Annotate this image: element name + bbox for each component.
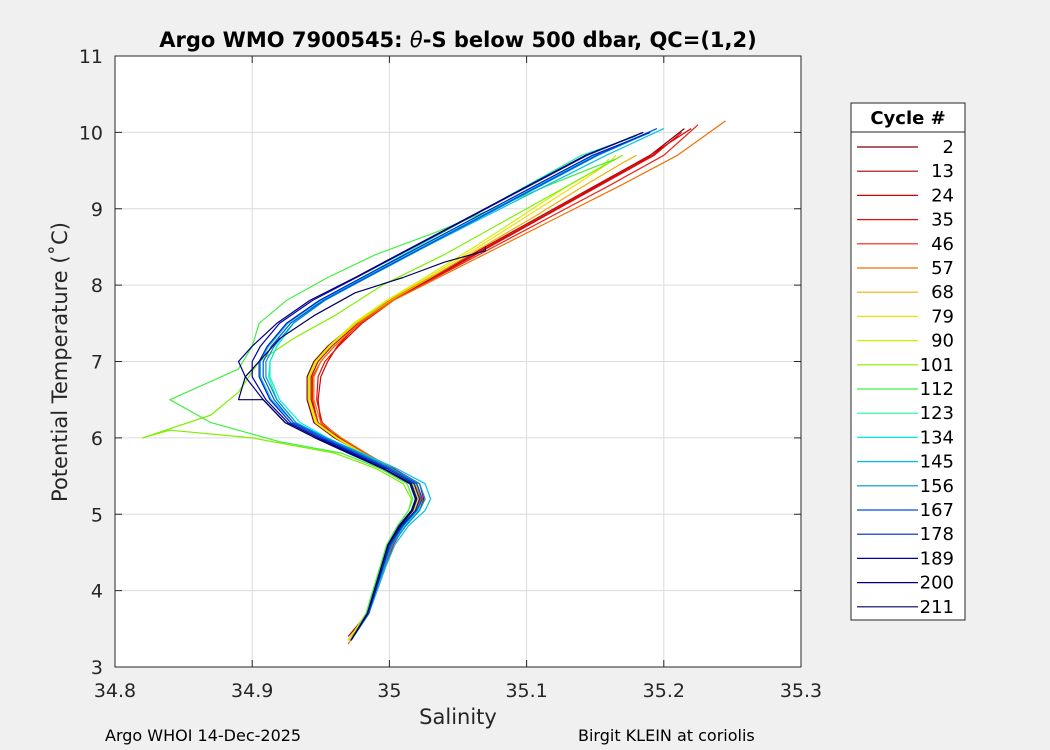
legend-label: 134 bbox=[920, 427, 954, 448]
y-tick-label: 5 bbox=[91, 504, 103, 526]
series-line-cycle-112 bbox=[169, 158, 617, 641]
y-tick-label: 11 bbox=[79, 46, 103, 68]
x-tick-label: 35 bbox=[377, 680, 401, 702]
legend-label: 2 bbox=[943, 137, 954, 158]
legend-label: 57 bbox=[931, 258, 954, 279]
y-tick-label: 7 bbox=[91, 352, 103, 374]
x-tick-label: 34.8 bbox=[94, 680, 136, 702]
legend-label: 24 bbox=[931, 185, 954, 206]
legend-label: 112 bbox=[920, 379, 954, 400]
footer-left: Argo WHOI 14-Dec-2025 bbox=[105, 726, 301, 745]
x-tick-label: 34.9 bbox=[231, 680, 273, 702]
y-tick-label: 6 bbox=[91, 428, 103, 450]
legend-label: 167 bbox=[920, 500, 954, 521]
legend-label: 101 bbox=[920, 355, 954, 376]
x-tick-label: 35.3 bbox=[780, 680, 822, 702]
legend: Cycle # 2 13 24 35 46 57 68 79 90 101 112 123 134 145… bbox=[850, 102, 966, 621]
legend-label: 211 bbox=[920, 597, 954, 618]
legend-label: 79 bbox=[931, 306, 954, 327]
y-axis-label: Potential Temperature (˚C) bbox=[48, 222, 72, 502]
legend-label: 200 bbox=[920, 573, 954, 594]
y-tick-label: 4 bbox=[91, 581, 103, 603]
legend-label: 123 bbox=[920, 403, 954, 424]
legend-label: 35 bbox=[931, 210, 954, 231]
x-tick-label: 35.2 bbox=[643, 680, 685, 702]
chart-title: Argo WMO 7900545: θ-S below 500 dbar, QC… bbox=[159, 28, 756, 52]
x-axis-label: Salinity bbox=[419, 705, 497, 729]
grid bbox=[115, 56, 801, 667]
footer-right: Birgit KLEIN at coriolis bbox=[578, 726, 755, 745]
y-tick-marks bbox=[115, 55, 801, 668]
y-tick-label: 9 bbox=[91, 199, 103, 221]
series-line-cycle-156 bbox=[265, 131, 651, 641]
legend-label: 156 bbox=[920, 476, 954, 497]
series-line-cycle-178 bbox=[258, 131, 651, 641]
x-tick-marks bbox=[114, 56, 802, 667]
legend-label: 178 bbox=[920, 524, 954, 545]
legend-label: 13 bbox=[931, 161, 954, 182]
legend-label: 145 bbox=[920, 452, 954, 473]
legend-label: 90 bbox=[931, 331, 954, 352]
series-layer bbox=[141, 120, 726, 645]
series-line-cycle-211 bbox=[237, 246, 486, 641]
legend-label: 189 bbox=[920, 548, 954, 569]
y-tick-label: 3 bbox=[91, 657, 103, 679]
y-tick-label: 10 bbox=[79, 122, 103, 144]
series-line-cycle-167 bbox=[262, 128, 658, 641]
legend-title: Cycle # bbox=[870, 108, 945, 129]
y-tick-label: 8 bbox=[91, 275, 103, 297]
legend-label: 46 bbox=[931, 234, 954, 255]
legend-label: 68 bbox=[931, 282, 954, 303]
legend-entries: 2 13 24 35 46 57 68 79 90 101 112 123 134 145 156 167 17… bbox=[857, 137, 954, 618]
series-line-cycle-35 bbox=[316, 131, 682, 641]
x-tick-label: 35.1 bbox=[505, 680, 547, 702]
